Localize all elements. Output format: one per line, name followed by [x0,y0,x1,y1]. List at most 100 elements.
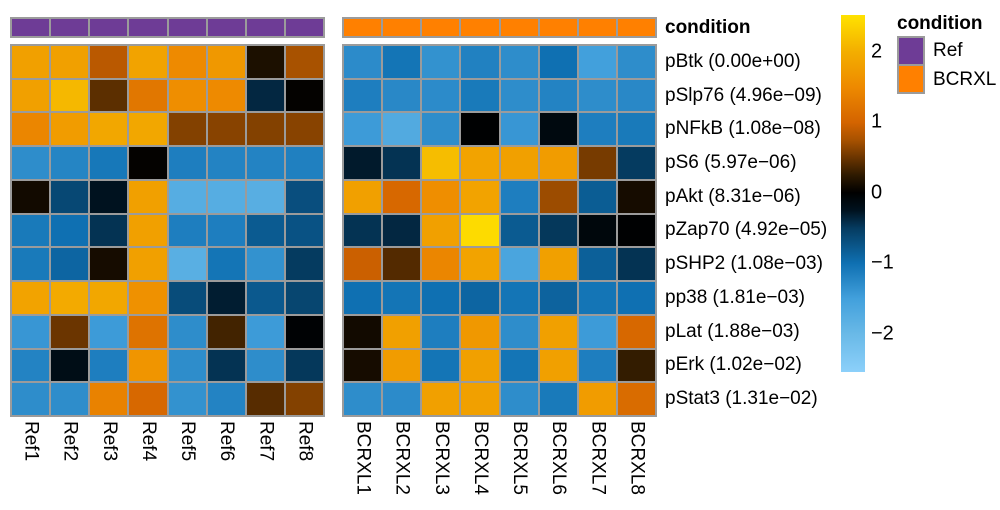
heatmap-cell [129,315,167,348]
heatmap-cell [344,349,382,382]
heatmap-cell [422,180,460,213]
row-label: pSlp76 (4.96e−09) [665,84,822,106]
heatmap-cell [539,46,577,78]
heatmap-cell [90,349,128,382]
heatmap-cell [168,147,206,179]
heatmap-cell [129,282,167,314]
heatmap-cell [168,383,206,415]
heatmap-cell [383,383,421,415]
heatmap-cell [617,248,655,281]
heatmap-cell [578,282,616,314]
heatmap-cell [383,180,421,213]
col-label: BCRXL1 [344,421,381,510]
heatmap-cell [500,282,538,314]
heatmap-cell [461,315,499,348]
row-label: pZap70 (4.92e−05) [665,219,828,241]
heatmap-cell [383,214,421,247]
heatmap-cell [578,113,616,146]
heatmap-cell [539,282,577,314]
heatmap-cell [168,79,206,112]
row-label: pErk (1.02e−02) [665,354,802,376]
heatmap-cell [422,79,460,112]
heatmap-cell [617,113,655,146]
heatmap-cell [51,180,89,213]
heatmap-cell [129,349,167,382]
heatmap-cell [90,383,128,415]
colorbar-tick-label: 2 [871,40,883,63]
heatmap-cell [168,248,206,281]
heatmap-cell [344,214,382,247]
colorbar-tick-label: 0 [871,181,883,204]
col-label-text: BCRXL4 [469,421,491,495]
heatmap-cell [285,383,323,415]
legend-labels: Ref BCRXL [933,36,996,94]
heatmap-cell [617,214,655,247]
col-label: Ref3 [90,421,127,510]
row-labels: pBtk (0.00e+00) pSlp76 (4.96e−09) pNFkB (1… [665,44,840,417]
heatmap-cell [207,214,245,247]
heatmap-cell [539,383,577,415]
legend-swatch-bcrxl [899,66,923,92]
heatmap-cell [422,113,460,146]
heatmap-cell [207,383,245,415]
heatmap-cell [207,180,245,213]
heatmap-cell [344,282,382,314]
heatmap-cell [12,147,50,179]
heatmap-cell [51,282,89,314]
heatmap-cell [422,383,460,415]
heatmap-cell [246,46,284,78]
heatmap-cell [12,349,50,382]
heatmap-cell [344,46,382,78]
heatmap-cell [461,248,499,281]
heatmap-cell [90,248,128,281]
col-label-text: Ref5 [177,421,199,462]
row-label: pStat3 (1.31e−02) [665,388,818,410]
column-labels-bcrxl: BCRXL1 BCRXL2 BCRXL3 BCRXL4 BCRXL5 BCRXL6 BCRX… [342,421,657,510]
heatmap-cell [168,282,206,314]
heatmap-cell [539,79,577,112]
annotation-bar-ref [10,17,325,38]
heatmap-cell [51,214,89,247]
heatmap-cell [539,147,577,179]
heatmap-cell [246,113,284,146]
heatmap-cell [168,214,206,247]
heatmap-cell [578,349,616,382]
col-label: Ref1 [12,421,49,510]
col-label-text: BCRXL7 [587,421,609,495]
heatmap-cell [285,315,323,348]
colorbar-tick-label: −1 [871,251,894,274]
heatmap-cell [90,113,128,146]
annotation-cell-bcrxl [578,19,616,36]
annotation-cell-bcrxl [422,19,460,36]
heatmap-cell [617,282,655,314]
colorbar-gradient [841,15,865,372]
heatmap-cell [285,248,323,281]
heatmap-cell [246,214,284,247]
heatmap-cell [129,214,167,247]
heatmap-cell [285,113,323,146]
colorbar-tick-label: −2 [871,322,894,345]
colorbar-tick-labels: 2 1 0 −1 −2 [871,15,911,372]
heatmap-cell [51,315,89,348]
col-label: Ref4 [129,421,166,510]
heatmap-cell [129,383,167,415]
legend-swatches [897,36,925,94]
heatmap-cell [422,315,460,348]
heatmap-cell [129,248,167,281]
heatmap-cell [129,180,167,213]
legend-label: BCRXL [933,68,997,90]
heatmap-cell [578,214,616,247]
heatmap-cell [578,147,616,179]
col-label-text: Ref3 [98,421,120,462]
col-label: Ref7 [247,421,284,510]
heatmap-cell [246,248,284,281]
col-label-text: Ref6 [216,421,238,462]
heatmap-cell [461,349,499,382]
annotation-cell-ref [168,19,206,36]
heatmap-cell [168,180,206,213]
heatmap-cell [422,349,460,382]
colorbar-tick-label: 1 [871,110,883,133]
heatmap-cell [422,248,460,281]
heatmap-cell [90,214,128,247]
heatmap-cell [51,46,89,78]
